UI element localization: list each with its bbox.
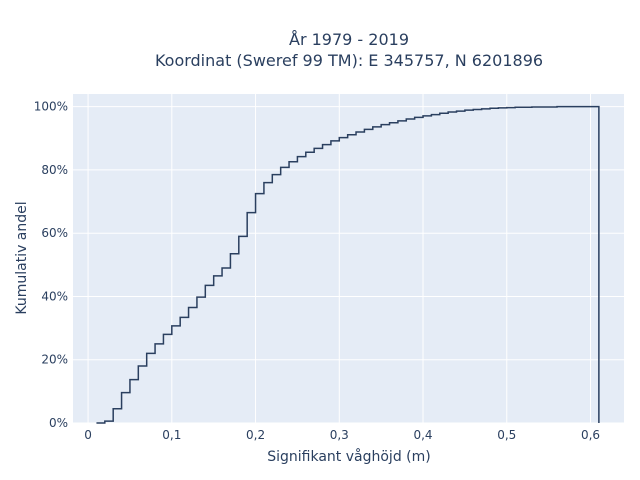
y-tick-label: 40% (41, 289, 68, 303)
x-gridlines (87, 94, 592, 423)
x-tick-labels: 0 0,1 0,2 0,3 0,4 0,5 0,6 (84, 428, 600, 442)
y-tick-label: 100% (34, 100, 68, 114)
x-axis-title: Signifikant våghöjd (m) (267, 448, 430, 465)
y-axis-title: Kumulativ andel (14, 201, 30, 314)
y-tick-label: 20% (41, 353, 68, 367)
y-tick-label: 60% (41, 226, 68, 240)
y-tick-labels: 0% 20% 40% 60% 80% 100% (34, 100, 68, 430)
y-tick-label: 80% (41, 163, 68, 177)
x-tick-label: 0,1 (162, 428, 181, 442)
x-tick-label: 0,3 (330, 428, 349, 442)
y-tick-label: 0% (49, 416, 68, 430)
chart-title-line-1: År 1979 - 2019 (289, 30, 409, 49)
x-tick-label: 0,6 (581, 428, 600, 442)
plot-background (73, 94, 624, 423)
x-tick-label: 0,4 (413, 428, 432, 442)
x-tick-label: 0,5 (497, 428, 516, 442)
x-tick-label: 0 (84, 428, 92, 442)
x-tick-label: 0,2 (246, 428, 265, 442)
cdf-step-line (96, 105, 600, 424)
chart-title-line-2: Koordinat (Sweref 99 TM): E 345757, N 62… (155, 51, 543, 70)
